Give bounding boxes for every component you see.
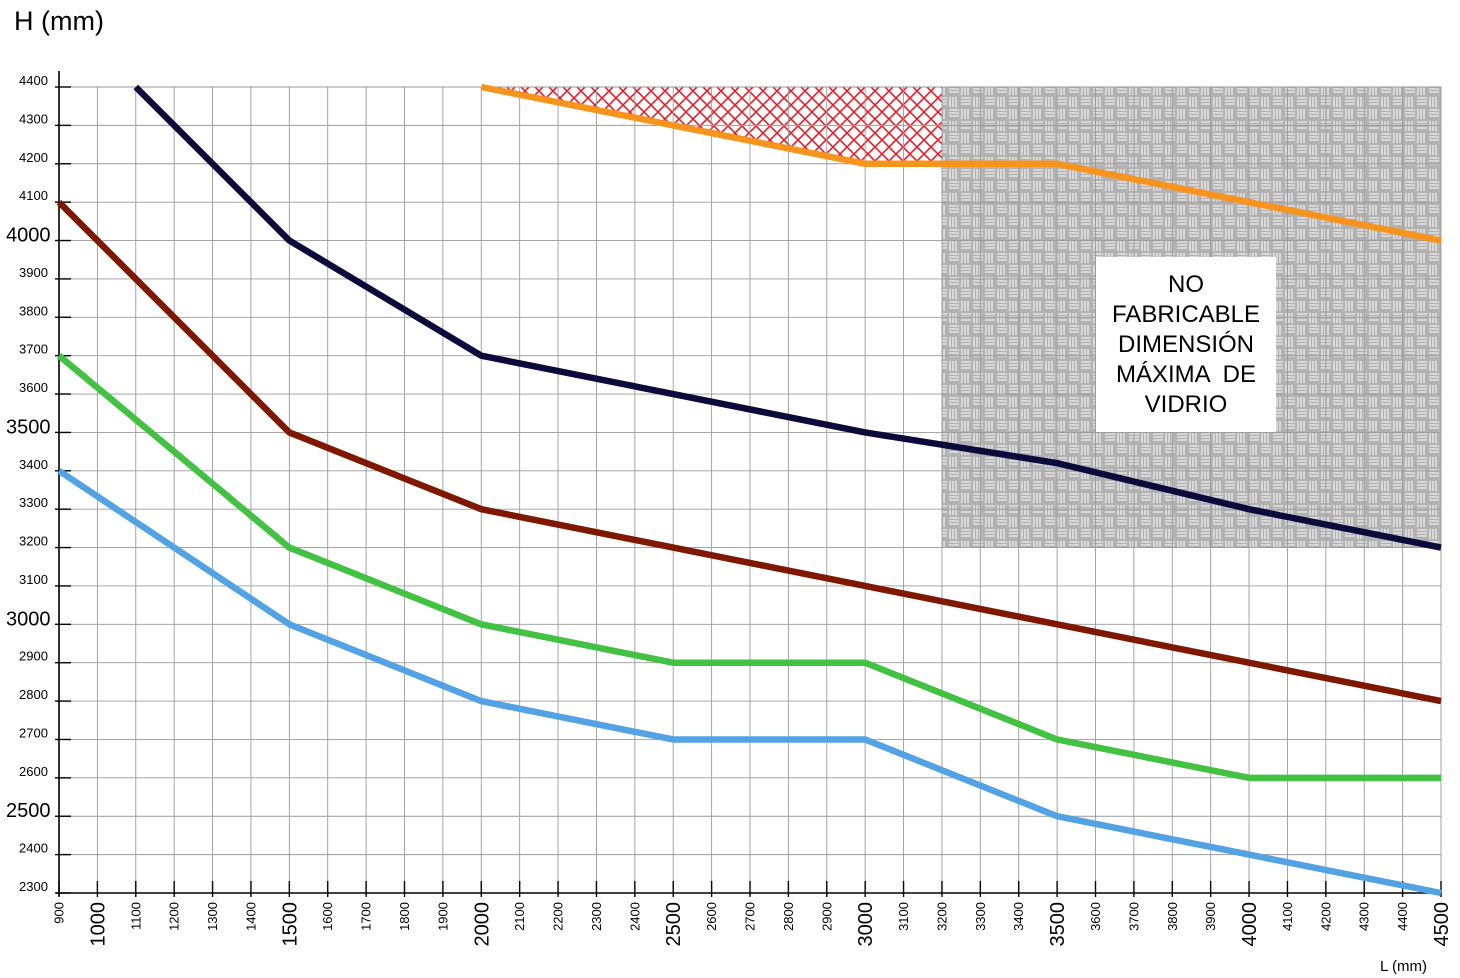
x-tick-label: 2400 <box>627 902 642 931</box>
x-tick-label: 1000 <box>87 902 109 947</box>
x-tick-label: 2900 <box>819 902 834 931</box>
x-tick-label: 1600 <box>320 902 335 931</box>
annotation-line: DIMENSIÓN <box>1117 330 1254 358</box>
y-tick-label: 2800 <box>19 687 48 702</box>
x-tick-label: 3900 <box>1203 902 1218 931</box>
x-axis-title: L (mm) <box>1380 958 1427 975</box>
x-tick-label: 4200 <box>1318 902 1333 931</box>
series-line-1 <box>133 84 1442 551</box>
y-tick-label: 3800 <box>19 303 48 318</box>
series-line-4 <box>57 468 1442 897</box>
series-line-3 <box>56 353 1441 782</box>
x-tick-label: 3400 <box>1011 902 1026 931</box>
x-tick-label: 3200 <box>934 902 949 931</box>
x-tick-label: 1300 <box>205 902 220 931</box>
x-tick-label: 1900 <box>435 902 450 931</box>
x-tick-label: 1700 <box>359 902 374 931</box>
y-tick-label: 3700 <box>19 342 48 357</box>
y-tick-label: 4000 <box>6 225 51 247</box>
y-tick-label: 3100 <box>19 572 48 587</box>
no-fabricable-annotation: NO FABRICABLE DIMENSIÓN MÁXIMA DE VIDRIO <box>1096 257 1276 432</box>
x-tick-label: 2200 <box>551 902 566 931</box>
y-tick-label: 2500 <box>6 800 51 822</box>
x-tick-label: 3000 <box>855 902 877 947</box>
x-tick-label: 2500 <box>663 902 685 947</box>
x-tick-label: 1100 <box>128 902 143 930</box>
y-tick-label: 3900 <box>19 265 48 280</box>
y-tick-label: 2900 <box>19 649 48 664</box>
x-tick-label: 1500 <box>279 902 301 947</box>
x-tick-label: 900 <box>52 902 67 924</box>
x-tick-label: 4300 <box>1357 902 1372 931</box>
x-tick-label: 3700 <box>1126 902 1141 931</box>
x-tick-label: 3100 <box>896 902 911 931</box>
annotation-line: VIDRIO <box>1144 390 1228 418</box>
x-tick-label: 2100 <box>512 902 527 931</box>
annotation-line: MÁXIMA DE <box>1115 360 1257 388</box>
x-tick-label: 4400 <box>1395 902 1410 931</box>
x-tick-label: 2700 <box>743 902 758 931</box>
y-tick-label: 4400 <box>19 73 48 88</box>
x-tick-label: 4100 <box>1280 902 1295 931</box>
y-tick-label: 3200 <box>19 534 48 549</box>
y-tick-label: 3300 <box>19 495 48 510</box>
y-tick-label: 2700 <box>19 725 48 740</box>
annotation-line: FABRICABLE <box>1111 300 1261 328</box>
x-tick-label: 2300 <box>589 902 604 931</box>
x-tick-label: 3500 <box>1047 902 1069 947</box>
y-tick-label: 4200 <box>19 150 48 165</box>
y-tick-label: 2300 <box>19 879 48 894</box>
x-tick-label: 2800 <box>781 902 796 931</box>
y-tick-label: 3000 <box>6 608 51 630</box>
annotation-line: NO <box>1168 270 1204 298</box>
x-tick-label: 3300 <box>973 902 988 931</box>
series-line-2 <box>56 199 1442 705</box>
x-tick-label: 1200 <box>167 902 182 931</box>
y-tick-label: 3500 <box>6 416 51 438</box>
x-tick-label: 3600 <box>1088 902 1103 931</box>
y-tick-label: 2600 <box>19 764 48 779</box>
x-tick-label: 1800 <box>397 902 412 931</box>
x-tick-label: 2000 <box>471 902 493 947</box>
y-tick-label: 3400 <box>19 457 48 472</box>
x-tick-label: 4000 <box>1239 902 1261 947</box>
x-tick-label: 4500 <box>1431 902 1453 947</box>
x-tick-label: 1400 <box>243 902 258 931</box>
x-tick-label: 2600 <box>704 902 719 931</box>
series-line-0 <box>480 83 1442 244</box>
y-tick-label: 2400 <box>19 841 48 856</box>
y-axis-title: H (mm) <box>14 6 104 36</box>
x-tick-label: 3800 <box>1165 902 1180 931</box>
y-tick-label: 4300 <box>19 111 48 126</box>
y-tick-label: 4100 <box>19 188 48 203</box>
y-tick-label: 3600 <box>19 380 48 395</box>
